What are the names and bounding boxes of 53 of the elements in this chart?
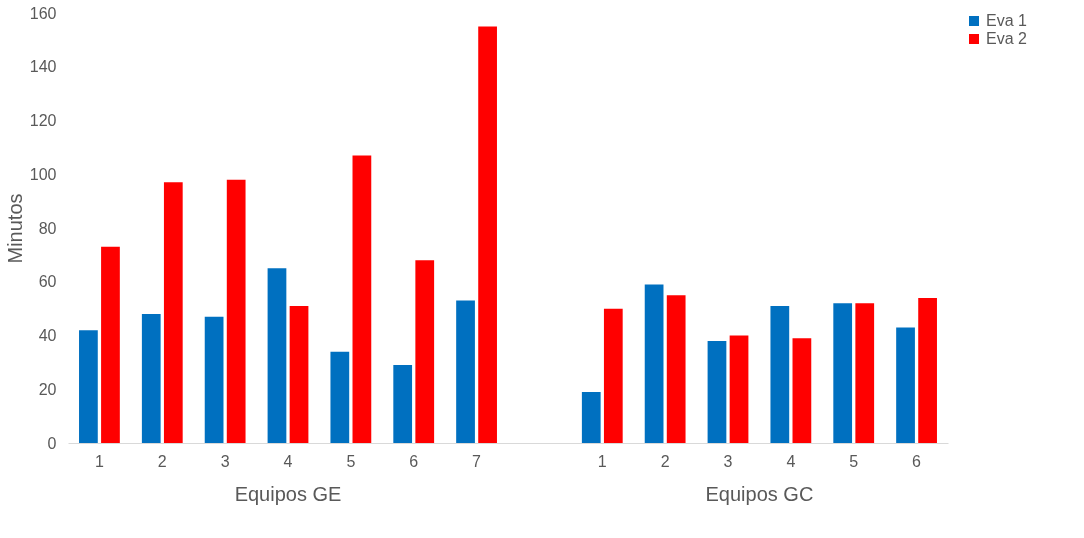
x-tick-label: 2 bbox=[157, 452, 167, 470]
x-tick-label: 4 bbox=[283, 452, 293, 470]
bar bbox=[581, 391, 601, 443]
bar bbox=[330, 351, 350, 443]
bar bbox=[204, 316, 224, 443]
bar bbox=[141, 314, 161, 443]
bar bbox=[478, 26, 497, 443]
bar bbox=[101, 246, 120, 443]
bar bbox=[896, 327, 915, 443]
bar bbox=[267, 268, 287, 443]
x-tick-label: 6 bbox=[409, 452, 419, 470]
x-tick-label: 1 bbox=[94, 452, 104, 470]
x-tick-label: 3 bbox=[723, 452, 733, 470]
legend-label: Eva 1 bbox=[986, 12, 1028, 29]
bar bbox=[918, 297, 937, 443]
text: Equipos GE bbox=[234, 483, 342, 505]
y-tick-label: 20 bbox=[38, 380, 57, 398]
bar bbox=[163, 182, 183, 443]
y-tick-label: 80 bbox=[38, 219, 57, 237]
text: Equipos GC bbox=[705, 483, 814, 505]
bar bbox=[226, 179, 246, 443]
legend-label: Eva 2 bbox=[986, 30, 1028, 47]
bar bbox=[352, 155, 372, 443]
y-tick-label: 40 bbox=[38, 327, 57, 344]
bar bbox=[603, 308, 623, 443]
bar bbox=[666, 295, 686, 443]
x-tick-label: 3 bbox=[220, 452, 230, 470]
x-tick-label: 5 bbox=[849, 452, 859, 470]
x-tick-label: 7 bbox=[472, 452, 482, 470]
y-tick-label: 100 bbox=[29, 165, 57, 183]
x-tick-label: 6 bbox=[912, 452, 922, 470]
y-tick-label: 0 bbox=[47, 434, 57, 452]
x-tick-label: 4 bbox=[786, 452, 796, 470]
bar bbox=[707, 340, 727, 443]
bar bbox=[644, 284, 664, 443]
y-axis-title: Minutos bbox=[3, 193, 26, 264]
bar bbox=[770, 305, 790, 443]
x-tick-label: 5 bbox=[346, 452, 356, 470]
bar bbox=[833, 303, 853, 443]
y-tick-label: 160 bbox=[29, 4, 57, 22]
bar bbox=[393, 365, 413, 443]
bar bbox=[792, 338, 812, 443]
bar bbox=[729, 335, 749, 443]
bar bbox=[855, 303, 875, 443]
x-tick-label: 1 bbox=[597, 452, 607, 470]
bar bbox=[289, 305, 309, 443]
bar bbox=[79, 330, 98, 443]
y-tick-label: 60 bbox=[38, 273, 57, 291]
bar bbox=[415, 260, 435, 443]
y-tick-label: 140 bbox=[29, 58, 57, 76]
y-tick-label: 120 bbox=[29, 112, 57, 129]
x-tick-label: 2 bbox=[660, 452, 670, 470]
bar bbox=[456, 300, 475, 443]
